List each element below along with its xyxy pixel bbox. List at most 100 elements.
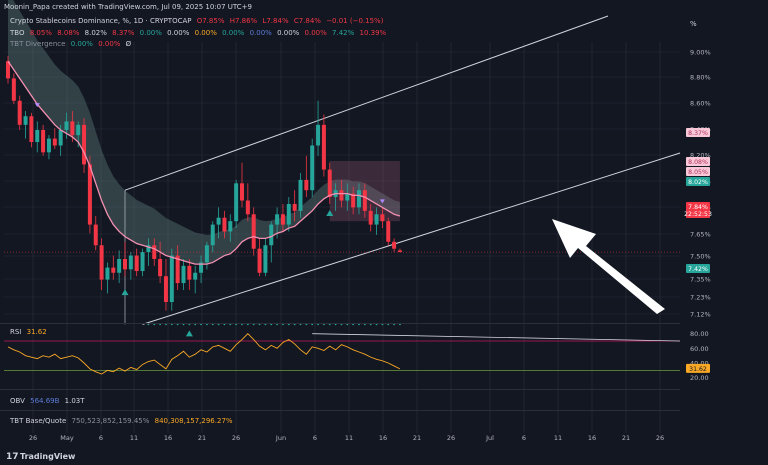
candle-body[interactable] xyxy=(58,130,63,146)
candle-body[interactable] xyxy=(204,245,209,263)
candle-body[interactable] xyxy=(345,193,350,201)
candle-body[interactable] xyxy=(163,276,168,302)
candle-body[interactable] xyxy=(251,214,256,249)
candle-body[interactable] xyxy=(35,130,40,143)
tbo-value: 0.00% xyxy=(194,29,217,37)
candle-body[interactable] xyxy=(175,255,180,284)
candle-body[interactable] xyxy=(181,265,186,284)
candle-body[interactable] xyxy=(123,259,127,270)
candle-body[interactable] xyxy=(99,245,104,280)
pane-divider[interactable] xyxy=(0,389,680,390)
tbo-label[interactable]: TBO xyxy=(10,29,25,37)
price-badge xyxy=(686,157,710,166)
candle-body[interactable] xyxy=(222,217,227,232)
symbol-title[interactable]: Crypto Stablecoins Dominance, %, 1D · CR… xyxy=(10,17,192,25)
pane-divider[interactable] xyxy=(0,323,680,324)
candle-body[interactable] xyxy=(339,190,344,201)
tbo-value: 0.00% xyxy=(277,29,300,37)
buy-signal-triangle xyxy=(185,330,193,337)
candle-body[interactable] xyxy=(257,248,262,273)
candle-body[interactable] xyxy=(41,130,46,153)
candle-body[interactable] xyxy=(76,124,81,136)
candle-body[interactable] xyxy=(240,183,244,201)
candle-body[interactable] xyxy=(310,145,315,191)
candle-body[interactable] xyxy=(357,190,361,208)
candle-body[interactable] xyxy=(169,255,174,302)
candle-body[interactable] xyxy=(199,262,204,273)
credit-line: Moonin_Papa created with TradingView.com… xyxy=(4,3,252,11)
candle-body[interactable] xyxy=(70,121,75,136)
candle-body[interactable] xyxy=(140,252,145,272)
rsi-legend: RSI 31.62 xyxy=(10,328,50,336)
candle-body[interactable] xyxy=(29,116,34,143)
tradingview-logo-icon[interactable]: 17 xyxy=(6,452,19,462)
candle-body[interactable] xyxy=(304,179,309,191)
candle-body[interactable] xyxy=(386,221,391,242)
candle-body[interactable] xyxy=(351,193,356,208)
candle-body[interactable] xyxy=(210,224,215,246)
candle-body[interactable] xyxy=(93,224,98,246)
candle-body[interactable] xyxy=(392,241,397,249)
candle-body[interactable] xyxy=(82,124,87,165)
candle-body[interactable] xyxy=(321,124,326,170)
candle-body[interactable] xyxy=(316,124,321,146)
candle-body[interactable] xyxy=(23,116,28,125)
candle-body[interactable] xyxy=(298,179,303,211)
candle-body[interactable] xyxy=(128,255,133,270)
candle-body[interactable] xyxy=(216,217,221,225)
candle-body[interactable] xyxy=(111,267,116,273)
rsi-label[interactable]: RSI xyxy=(10,328,22,336)
candle-body[interactable] xyxy=(146,245,151,253)
candle-body[interactable] xyxy=(105,267,110,280)
tbt-quote-label[interactable]: TBT Base/Quote xyxy=(10,417,67,425)
candle-body[interactable] xyxy=(11,78,16,101)
candle-body[interactable] xyxy=(269,224,274,246)
obv-value: 1.03T xyxy=(64,397,85,405)
candle-body[interactable] xyxy=(158,259,163,277)
candle-body[interactable] xyxy=(193,272,198,280)
obv-label[interactable]: OBV xyxy=(10,397,25,405)
obv-legend: OBV 564.69B 1.03T xyxy=(10,397,88,405)
tbt-label[interactable]: TBT Divergence xyxy=(10,40,66,48)
tbo-value: 8.05% xyxy=(29,29,52,37)
candle-body[interactable] xyxy=(263,245,268,273)
candle-body[interactable] xyxy=(17,100,22,125)
candle-body[interactable] xyxy=(275,214,280,225)
channel-lower-line[interactable] xyxy=(142,152,681,325)
candle-body[interactable] xyxy=(292,203,297,211)
candle-body[interactable] xyxy=(187,265,192,280)
rsi-divergence-line[interactable] xyxy=(312,333,681,342)
candle-body[interactable] xyxy=(368,210,373,225)
candle-body[interactable] xyxy=(397,250,402,253)
candle-body[interactable] xyxy=(245,200,250,215)
tbo-value: 0.00% xyxy=(167,29,190,37)
candle-body[interactable] xyxy=(327,169,332,198)
candle-body[interactable] xyxy=(234,183,239,222)
candle-body[interactable] xyxy=(117,259,122,273)
candle-body[interactable] xyxy=(52,138,57,146)
candle-body[interactable] xyxy=(87,164,92,225)
tbo-value: 0.00% xyxy=(249,29,272,37)
pane-divider[interactable] xyxy=(0,410,680,411)
candle-body[interactable] xyxy=(286,203,291,225)
candle-body[interactable] xyxy=(134,255,139,272)
candle-body[interactable] xyxy=(46,138,51,153)
tbo-value: 10.39% xyxy=(359,29,387,37)
tbo-value: 8.08% xyxy=(57,29,80,37)
annotation-arrow[interactable] xyxy=(552,219,665,314)
tbt-quote-value: 750,523,852,159.45% xyxy=(71,417,150,425)
candle-body[interactable] xyxy=(64,121,69,130)
candle-body[interactable] xyxy=(362,190,367,211)
candle-body[interactable] xyxy=(152,245,157,259)
channel-upper-line[interactable] xyxy=(124,15,609,191)
x-axis-tick: 11 xyxy=(345,434,353,442)
candle-body[interactable] xyxy=(6,61,10,79)
candle-body[interactable] xyxy=(228,221,233,232)
tbt-value: 0.00% xyxy=(98,40,121,48)
price-badge xyxy=(686,177,710,186)
x-axis-tick: Jun xyxy=(275,434,286,442)
candle-body[interactable] xyxy=(374,214,379,225)
tradingview-logo-text[interactable]: TradingView xyxy=(20,452,76,461)
candle-body[interactable] xyxy=(380,214,385,222)
candle-body[interactable] xyxy=(280,214,285,225)
